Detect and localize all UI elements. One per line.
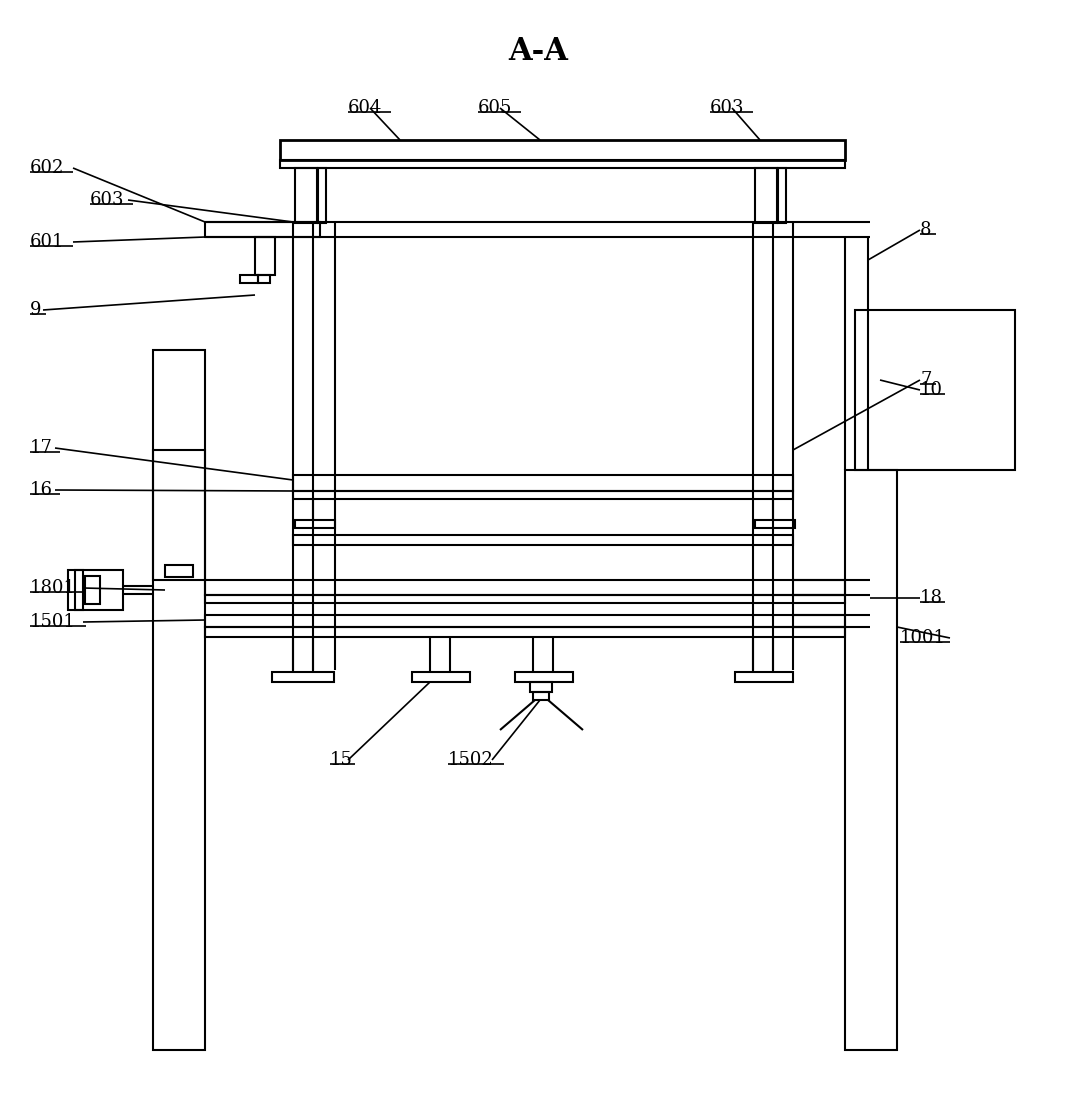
Bar [153, 450, 205, 581]
Bar [240, 275, 258, 283]
Bar [85, 576, 100, 604]
Text: A-A: A-A [508, 37, 568, 68]
Text: 1801: 1801 [30, 579, 76, 597]
Bar [75, 571, 83, 610]
Text: 17: 17 [30, 438, 53, 457]
Text: 601: 601 [30, 233, 65, 251]
Bar [530, 682, 553, 692]
Bar [205, 581, 845, 595]
Text: 16: 16 [30, 481, 53, 500]
Bar [735, 672, 793, 682]
Bar [205, 595, 845, 603]
Text: 7: 7 [920, 371, 932, 388]
Bar [255, 238, 275, 275]
Text: 8: 8 [920, 221, 932, 239]
Bar [412, 672, 470, 682]
Text: 1001: 1001 [900, 629, 946, 647]
Bar [205, 615, 845, 627]
Bar [293, 475, 793, 491]
Text: 10: 10 [920, 381, 943, 398]
Bar [165, 565, 193, 577]
Text: 602: 602 [30, 159, 65, 176]
Bar [258, 275, 270, 283]
Bar [280, 140, 845, 160]
Bar [293, 491, 793, 500]
Bar [295, 168, 317, 223]
Bar [153, 350, 205, 1050]
Bar [515, 672, 573, 682]
Bar [68, 571, 123, 610]
Bar [295, 519, 335, 528]
Text: 604: 604 [348, 99, 382, 117]
Text: 603: 603 [90, 191, 125, 209]
Text: 15: 15 [330, 751, 353, 769]
Bar [318, 168, 326, 223]
Bar [755, 519, 795, 528]
Bar [280, 160, 845, 168]
Text: 18: 18 [920, 589, 943, 607]
Text: 605: 605 [478, 99, 513, 117]
Text: 9: 9 [30, 301, 42, 319]
Text: 603: 603 [710, 99, 744, 117]
Bar [205, 222, 320, 238]
Text: 1501: 1501 [30, 613, 75, 630]
Bar [272, 672, 334, 682]
Bar [533, 692, 549, 700]
Bar [293, 535, 793, 545]
Bar [755, 168, 777, 223]
Bar [845, 470, 897, 1050]
Bar [855, 310, 1015, 470]
Text: 1502: 1502 [448, 751, 493, 769]
Bar [205, 627, 845, 637]
Bar [778, 168, 786, 223]
